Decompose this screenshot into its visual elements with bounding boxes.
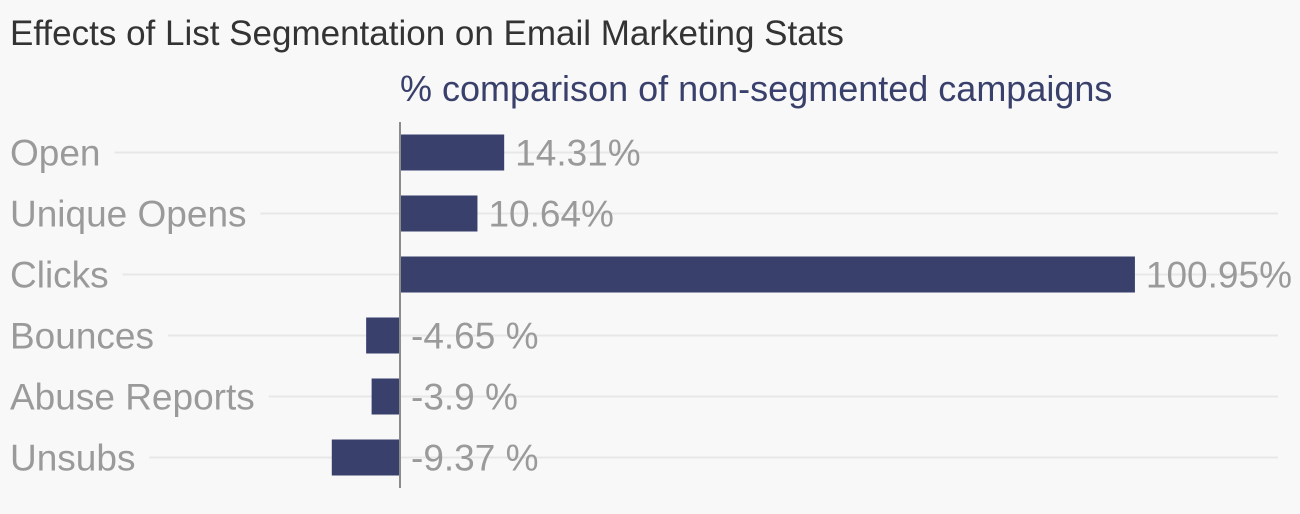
- bar: [400, 256, 1135, 293]
- chart-subtitle: % comparison of non-segmented campaigns: [400, 68, 1112, 109]
- value-label: -3.9 %: [411, 377, 518, 418]
- category-label: Unsubs: [10, 438, 135, 479]
- category-label: Clicks: [10, 255, 109, 296]
- bar: [366, 317, 400, 354]
- label-layer: Open 14.31% Unique Opens 10.64% Clicks 100.95…: [10, 133, 1292, 479]
- grid-layer: [114, 151, 1278, 459]
- value-label: 14.31%: [515, 133, 641, 174]
- category-label: Bounces: [10, 316, 154, 357]
- value-label: -9.37 %: [411, 438, 539, 479]
- value-label: 100.95%: [1146, 255, 1292, 296]
- bar: [331, 439, 400, 476]
- category-label: Unique Opens: [10, 194, 247, 235]
- value-label: -4.65 %: [411, 316, 539, 357]
- value-label: 10.64%: [488, 194, 614, 235]
- chart-title: Effects of List Segmentation on Email Ma…: [10, 14, 844, 53]
- bar: [400, 134, 505, 171]
- bar: [400, 195, 478, 232]
- bar: [371, 378, 400, 415]
- category-label: Open: [10, 133, 101, 174]
- category-label: Abuse Reports: [10, 377, 255, 418]
- bar-layer: [331, 134, 1135, 476]
